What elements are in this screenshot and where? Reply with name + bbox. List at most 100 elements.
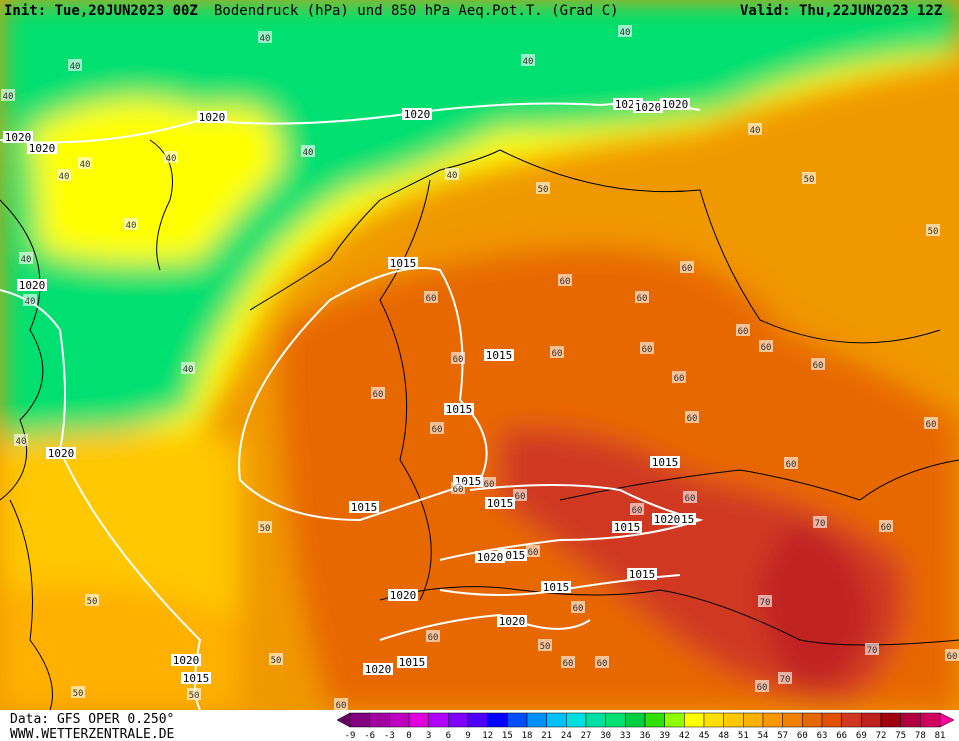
isobar-label: 1015 [486,349,513,362]
colorbar-tick-label: 6 [446,731,451,741]
isobar-label-bg [660,98,690,110]
isobar-label: 1015 [614,521,641,534]
isobar-label-bg [485,497,515,509]
colorbar-tick-label: 72 [876,731,887,741]
theta-label: 60 [926,420,937,430]
theta-label: 50 [540,642,551,652]
theta-label: 50 [189,691,200,701]
theta-label: 60 [515,492,526,502]
theta-label: 60 [947,652,958,662]
colorbar-box [605,712,626,728]
theta-label: 50 [271,656,282,666]
colorbar-tick-label: -3 [384,731,395,741]
colorbar-tick-label: 24 [561,731,572,741]
isobar-label-bg [46,447,76,459]
colorbar-box [723,712,744,728]
theta-label: 70 [760,598,771,608]
colorbar-tick-label: 51 [738,731,749,741]
theta-label: 50 [538,185,549,195]
colorbar-box [920,712,941,728]
theta-label: 60 [453,355,464,365]
theta-label-bg [258,521,272,533]
theta-label: 60 [373,390,384,400]
theta-label-bg [187,688,201,700]
theta-label: 70 [815,519,826,529]
theta-label: 60 [881,523,892,533]
colorbar-box [900,712,921,728]
theta-label: 50 [928,227,939,237]
theta-label-bg [301,145,315,157]
valid-time: Valid: Thu,22JUN2023 12Z [740,3,942,19]
colorbar-tick-label: -9 [345,731,356,741]
isobar-label-bg [349,501,379,513]
theta-label-bg [595,656,609,668]
isobar-label: 1020 [48,447,75,460]
theta-label: 50 [87,597,98,607]
theta-label-bg [445,168,459,180]
theta-label-bg [538,639,552,651]
theta-label-bg [630,503,644,515]
isobar-label-bg [402,108,432,120]
theta-label: 40 [3,92,14,102]
isobar-label: 1015 [629,568,656,581]
theta-label: 60 [632,506,643,516]
theta-label-bg [451,482,465,494]
theta-label: 60 [597,659,608,669]
colorbar-tick-label: 60 [797,731,808,741]
theta-label: 50 [260,524,271,534]
theta-label: 60 [813,361,824,371]
theta-label-bg [802,172,816,184]
colorbar: -9 -6 -3 0 3 6 9 12 15 18 21 24 27 30 33 36 39 42 45 48 51 54… [336,712,955,741]
isobar-label: 1020 [404,108,431,121]
colorbar-box [467,712,488,728]
theta-label: 40 [620,28,631,38]
theta-label-bg [521,54,535,66]
theta-label: 60 [563,659,574,669]
isobar-label: 1020 [635,101,662,114]
colorbar-arrow-high [939,712,955,728]
isobar-label: 1020 [173,654,200,667]
colorbar-box [526,712,547,728]
isobar-label: 1015 [351,501,378,514]
theta-label: 60 [738,327,749,337]
colorbar-tick-label: 42 [679,731,690,741]
theta-label-bg [811,358,825,370]
theta-label-bg [813,516,827,528]
isobar-label: 1020 [5,131,32,144]
theta-label-bg [23,294,37,306]
theta-label: 40 [183,365,194,375]
colorbar-tick-label: 69 [856,731,867,741]
theta-label-bg [181,362,195,374]
colorbar-box [625,712,646,728]
theta-label-bg [78,157,92,169]
theta-label-bg [683,491,697,503]
colorbar-box [664,712,685,728]
colorbar-box [349,712,370,728]
colorbar-box [703,712,724,728]
colorbar-tick-label: 66 [836,731,847,741]
colorbar-box [880,712,901,728]
colorbar-tick-label: 27 [581,731,592,741]
theta-label-bg [926,224,940,236]
theta-label: 40 [70,62,81,72]
colorbar-box [802,712,823,728]
isobar-label: 1015 [499,549,526,562]
theta-label-bg [758,595,772,607]
theta-label: 40 [59,172,70,182]
theta-label: 60 [484,480,495,490]
isobar-label: 1020 [477,551,504,564]
isobar-label-bg [652,513,682,525]
colorbar-box [546,712,567,728]
colorbar-tick-label: 12 [482,731,493,741]
theta-label: 50 [73,689,84,699]
theta-label: 60 [687,414,698,424]
header: Init: Tue,20JUN2023 00Z Bodendruck (hPa)… [4,3,942,19]
theta-label: 40 [303,148,314,158]
colorbar-tick-label: 33 [620,731,631,741]
colorbar-tick-label: 63 [817,731,828,741]
data-source: Data: GFS OPER 0.250° [10,712,174,727]
theta-label-bg [85,594,99,606]
theta-label-bg [680,261,694,273]
theta-label-bg [672,371,686,383]
colorbar-tick-label: 39 [659,731,670,741]
